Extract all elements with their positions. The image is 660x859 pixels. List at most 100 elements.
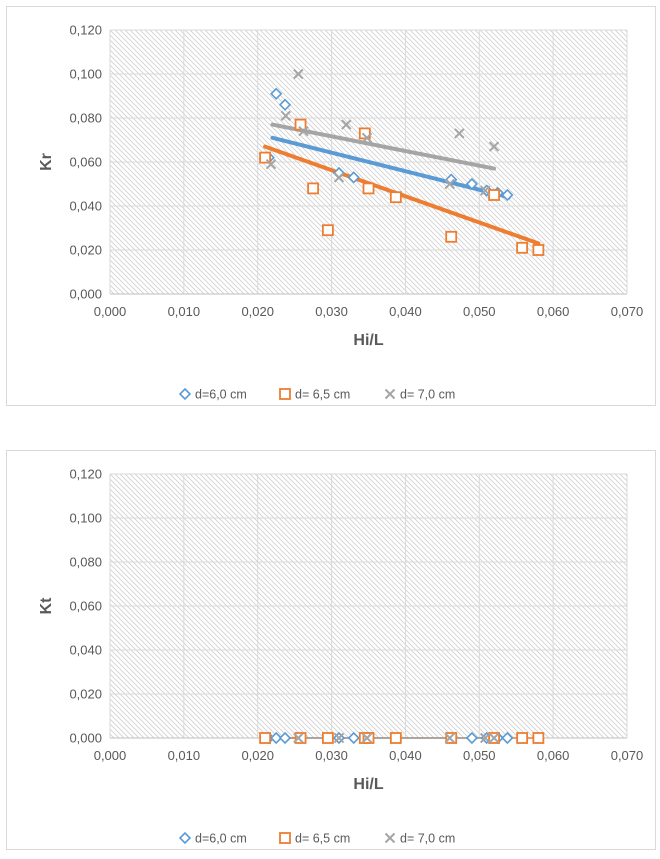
legend-marker xyxy=(279,832,291,844)
legend: d=6,0 cm d= 6,5 cm d= 7,0 cm xyxy=(178,387,455,402)
trendline xyxy=(270,122,497,171)
data-point xyxy=(280,110,291,122)
data-point xyxy=(265,158,277,170)
data-point xyxy=(465,177,479,191)
data-point xyxy=(293,68,304,80)
data-point xyxy=(270,731,283,745)
x-tick-label: 0,020 xyxy=(241,304,274,319)
y-tick-label: 0,040 xyxy=(69,199,102,214)
x-tick-label: 0,010 xyxy=(168,748,201,763)
y-tick-label: 0,060 xyxy=(69,155,102,170)
data-point xyxy=(362,182,375,195)
data-point xyxy=(488,732,500,744)
data-point xyxy=(259,732,272,744)
data-point xyxy=(321,224,334,237)
legend-label: d= 7,0 cm xyxy=(400,832,455,846)
data-point xyxy=(445,732,458,744)
data-point xyxy=(307,182,320,195)
data-point xyxy=(333,172,345,183)
data-point xyxy=(454,128,465,139)
trendline xyxy=(263,144,541,246)
data-point xyxy=(259,151,272,164)
legend: d=6,0 cm d= 6,5 cm d= 7,0 cm xyxy=(178,831,455,846)
x-tick-label: 0,060 xyxy=(537,748,570,763)
data-point xyxy=(389,191,402,204)
x-tick-label: 0,020 xyxy=(241,748,274,763)
legend-label: d= 6,5 cm xyxy=(295,388,350,402)
legend-marker xyxy=(178,831,192,845)
data-point xyxy=(347,171,360,184)
x-tick-label: 0,000 xyxy=(94,304,127,319)
data-point xyxy=(389,732,402,744)
y-tick-label: 0,020 xyxy=(69,687,102,702)
data-point xyxy=(321,732,334,744)
kr-chart: 0,000 0,020 0,040 0,060 0,080 0,100 0,120 0,000… xyxy=(38,23,644,402)
legend-label: d= 7,0 cm xyxy=(400,388,455,402)
data-point xyxy=(278,731,292,745)
data-point xyxy=(501,731,514,745)
data-point xyxy=(501,188,514,202)
data-point xyxy=(362,732,375,744)
data-point xyxy=(516,732,529,744)
y-tick-label: 0,100 xyxy=(69,511,102,526)
series-points xyxy=(293,732,500,744)
y-tick-label: 0,100 xyxy=(69,67,102,82)
data-point xyxy=(270,87,283,100)
x-tick-label: 0,040 xyxy=(389,748,422,763)
x-axis-title: Hi/L xyxy=(353,332,383,349)
data-point xyxy=(465,731,479,745)
legend-label: d=6,0 cm xyxy=(195,388,247,402)
data-point xyxy=(333,732,345,744)
data-point xyxy=(444,178,455,190)
x-tick-label: 0,070 xyxy=(611,748,644,763)
legend-marker xyxy=(178,387,192,401)
y-tick-label: 0,120 xyxy=(69,23,102,38)
data-point xyxy=(361,732,373,744)
x-axis-title: Hi/L xyxy=(353,776,383,793)
x-tick-label: 0,010 xyxy=(168,304,201,319)
data-point xyxy=(532,732,545,744)
x-tick-label: 0,000 xyxy=(94,748,127,763)
y-tick-label: 0,120 xyxy=(69,467,102,482)
data-point xyxy=(347,731,360,745)
kt-chart-panel: 0,000 0,020 0,040 0,060 0,080 0,100 0,120 0,000… xyxy=(6,450,656,850)
data-point xyxy=(516,241,529,254)
x-tick-label: 0,050 xyxy=(463,304,496,319)
series-points xyxy=(265,68,500,196)
data-point xyxy=(479,185,491,196)
y-tick-label: 0,040 xyxy=(69,643,102,658)
x-tick-label: 0,060 xyxy=(537,304,570,319)
data-point xyxy=(361,132,373,144)
kt-chart: 0,000 0,020 0,040 0,060 0,080 0,100 0,120 0,000… xyxy=(38,467,644,846)
y-axis-title: Kt xyxy=(38,597,55,615)
data-point xyxy=(278,98,292,111)
series-points xyxy=(259,118,545,256)
x-tick-label: 0,050 xyxy=(463,748,496,763)
y-tick-label: 0,060 xyxy=(69,599,102,614)
x-tick-label: 0,030 xyxy=(315,304,348,319)
y-tick-label: 0,000 xyxy=(69,287,102,302)
data-point xyxy=(479,732,491,744)
legend-label: d=6,0 cm xyxy=(195,832,247,846)
data-point xyxy=(298,125,309,137)
legend-marker xyxy=(384,388,396,400)
legend-marker xyxy=(279,388,291,400)
gridlines xyxy=(109,29,628,295)
legend-label: d= 6,5 cm xyxy=(295,832,350,846)
legend-marker xyxy=(384,832,396,844)
data-point xyxy=(445,230,458,243)
data-point xyxy=(488,189,500,201)
x-tick-label: 0,040 xyxy=(389,304,422,319)
data-point xyxy=(294,732,307,744)
data-point xyxy=(358,127,371,140)
kr-chart-panel: 0,000 0,020 0,040 0,060 0,080 0,100 0,120 0,000… xyxy=(6,6,656,406)
y-tick-label: 0,000 xyxy=(69,731,102,746)
x-tick-label: 0,030 xyxy=(315,748,348,763)
y-tick-label: 0,080 xyxy=(69,555,102,570)
y-tick-label: 0,020 xyxy=(69,243,102,258)
data-point xyxy=(444,732,455,744)
data-point xyxy=(488,141,500,152)
data-point xyxy=(532,244,545,256)
x-tick-label: 0,070 xyxy=(611,304,644,319)
data-point xyxy=(341,119,352,130)
